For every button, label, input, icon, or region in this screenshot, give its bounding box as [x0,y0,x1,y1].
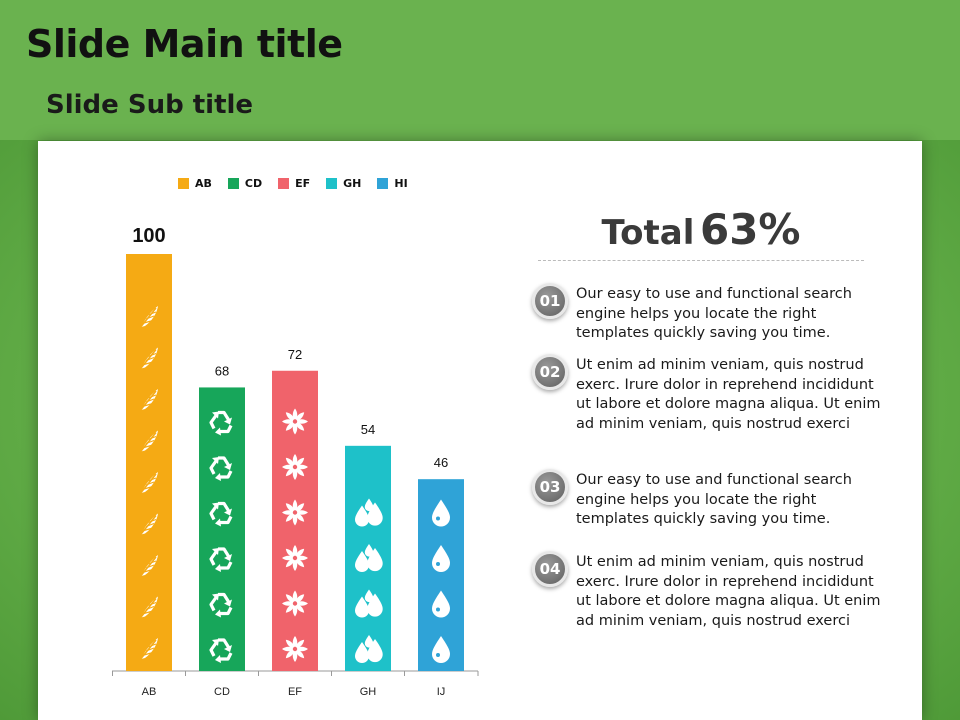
feather-icon [138,347,158,372]
legend-item: GH [326,177,361,190]
bar-value-label: 100 [132,225,165,247]
point-number-badge: 01 [532,283,568,319]
water-drops-icon [355,498,383,527]
recycle-icon [209,410,233,436]
water-drop-icon [432,499,450,527]
x-tick-label: EF [288,686,302,698]
legend-label: GH [343,177,362,190]
legend-item: CD [227,177,263,190]
bar-ab [126,254,172,671]
total-value: 63% [699,205,801,254]
bar-value-label: 46 [434,455,448,470]
water-drops-icon [355,589,383,618]
legend-label: CD [244,177,263,190]
flower-icon [282,408,308,435]
point-text: Ut enim ad minim veniam, quis nostrud ex… [576,357,881,432]
legend-item: AB [178,177,212,190]
feather-icon [138,389,158,413]
feather-icon [138,430,158,455]
bar-value-label: 68 [215,363,229,378]
water-drop-icon [432,636,450,663]
chart-legend: AB CD EF GH HI [178,177,408,190]
flower-icon [282,590,308,617]
legend-swatch [377,178,389,189]
point-text: Our easy to use and functional search en… [576,472,852,527]
recycle-icon [209,547,233,572]
legend-swatch [178,178,189,189]
recycle-icon [209,638,233,663]
total-summary: Total 63% [538,205,864,254]
feather-icon [138,513,158,538]
bar-cd [199,387,245,671]
water-drops-icon [355,635,383,663]
legend-label: AB [195,177,212,190]
header-background [0,0,960,140]
bar-chart: 100 AB 68 CD 72 EF 54 GH 46 IJ [112,225,479,698]
summary-divider [538,260,864,261]
point-text: Ut enim ad minim veniam, quis nostrud ex… [576,554,881,629]
point-number-badge: 02 [532,354,568,390]
x-tick-label: CD [214,686,230,698]
legend-item: HI [377,177,408,190]
slide-main-title: Slide Main title [26,22,343,66]
flower-icon [282,499,308,526]
bar-value-label: 72 [288,347,302,362]
water-drops-icon [355,544,383,572]
water-drop-icon [432,545,450,572]
bar-value-label: 54 [361,422,375,437]
legend-swatch [326,178,338,189]
feather-icon [138,638,158,662]
feather-icon [138,555,158,579]
feather-icon [138,306,158,330]
slide-sub-title: Slide Sub title [46,90,254,120]
feather-icon [138,472,158,496]
bar-gh [345,445,391,671]
x-tick-label: GH [360,686,377,698]
legend-label: EF [295,177,311,190]
point-number-badge: 04 [532,551,568,587]
x-tick-label: IJ [437,686,446,698]
flower-icon [282,545,308,571]
point-text: Our easy to use and functional search en… [576,286,852,341]
feather-icon [138,596,158,621]
total-label: Total [601,213,695,253]
flower-icon [282,454,308,480]
point-number-badge: 03 [532,469,568,505]
legend-item: EF [278,177,310,190]
water-drop-icon [432,590,450,618]
recycle-icon [209,456,233,481]
flower-icon [282,636,308,662]
content-card: AB CD EF GH HI 100 AB 68 CD 72 EF 54 GH 46 IJ Total 6… [38,141,922,720]
legend-swatch [227,178,239,189]
legend-label: HI [394,177,408,190]
recycle-icon [209,592,233,618]
recycle-icon [209,501,233,527]
legend-swatch [278,178,290,189]
x-tick-label: AB [142,686,157,698]
